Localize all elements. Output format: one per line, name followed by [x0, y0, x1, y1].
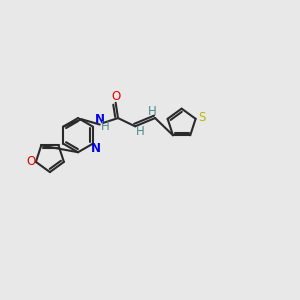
Text: N: N [91, 142, 101, 155]
Text: H: H [101, 119, 110, 133]
Text: N: N [95, 113, 105, 126]
Text: O: O [26, 155, 35, 168]
Text: H: H [148, 105, 157, 118]
Text: O: O [111, 90, 120, 104]
Text: S: S [198, 111, 206, 124]
Text: H: H [136, 125, 145, 138]
